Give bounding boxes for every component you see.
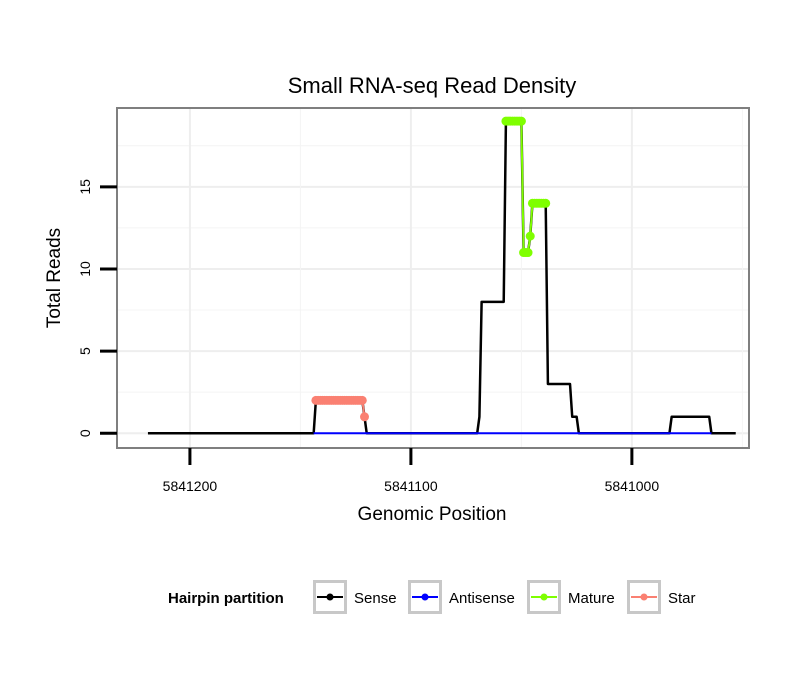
legend-key-point — [540, 593, 548, 601]
y-tick-label: 0 — [77, 429, 93, 437]
data-point-mature — [516, 116, 526, 126]
legend-title: Hairpin partition — [168, 590, 284, 607]
x-tick-label: 5841200 — [163, 478, 218, 494]
x-tick-label: 5841000 — [605, 478, 660, 494]
x-axis-title: Genomic Position — [358, 504, 507, 525]
legend-label-star: Star — [668, 590, 696, 607]
legend-key-point — [640, 593, 648, 601]
legend-key-point — [326, 593, 334, 601]
legend-key-point — [421, 593, 429, 601]
data-point-mature — [525, 231, 535, 241]
data-point-mature — [541, 198, 551, 208]
series-line-sense — [147, 119, 736, 435]
grid — [117, 108, 749, 448]
x-tick-label: 5841100 — [384, 478, 438, 494]
legend-label-mature: Mature — [568, 590, 615, 607]
legend-label-sense: Sense — [354, 590, 397, 607]
y-axis-title: Total Reads — [44, 228, 65, 328]
data-point-mature — [523, 248, 533, 258]
data-point-star — [360, 412, 369, 422]
y-tick-label: 10 — [77, 261, 93, 277]
data-point-star — [357, 395, 367, 405]
x-axis: 5841200 5841100 5841000 — [163, 448, 660, 494]
plot-series — [147, 116, 736, 435]
chart-title: Small RNA-seq Read Density — [288, 73, 577, 98]
legend-label-antisense: Antisense — [449, 590, 515, 607]
legend: Hairpin partition Sense Antisense Mature St… — [168, 580, 696, 614]
y-tick-label: 5 — [77, 347, 93, 355]
y-tick-label: 15 — [77, 179, 93, 195]
plot-border — [116, 107, 750, 449]
y-axis: 0 5 10 15 — [77, 179, 117, 437]
